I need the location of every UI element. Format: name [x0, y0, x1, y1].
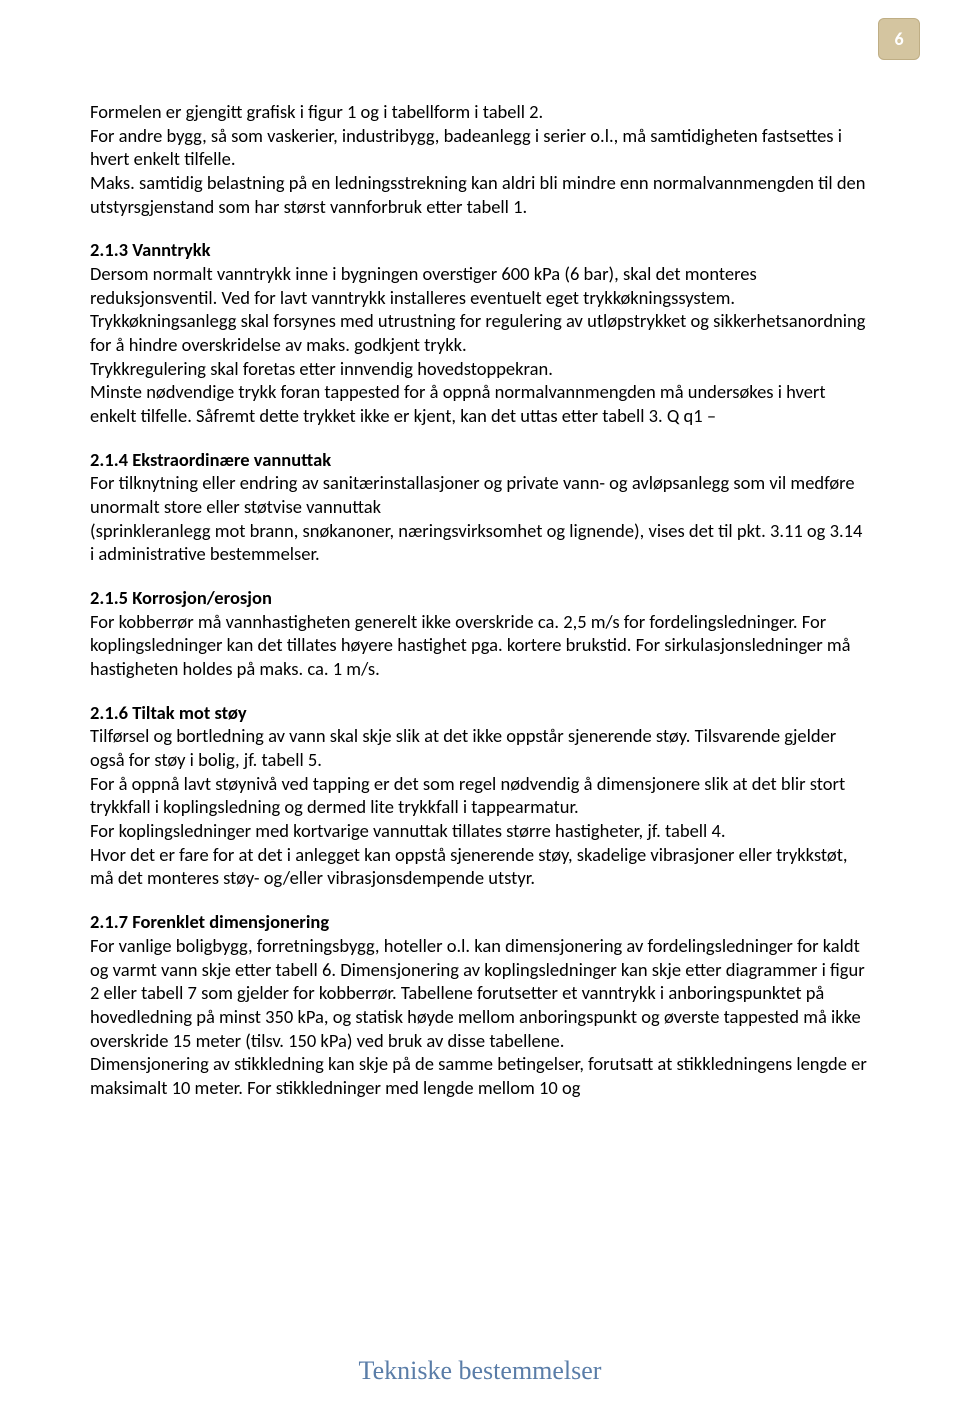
section-213-p2: Trykkregulering skal foretas etter innve…	[90, 357, 870, 381]
heading-213: 2.1.3 Vanntrykk	[90, 238, 870, 262]
section-216-p2: For å oppnå lavt støynivå ved tapping er…	[90, 772, 870, 819]
section-216-p4: Hvor det er fare for at det i anlegget k…	[90, 843, 870, 890]
page-number-badge: 6	[878, 18, 920, 60]
intro-line-3: Maks. samtidig belastning på en lednings…	[90, 171, 870, 218]
intro-line-1: Formelen er gjengitt grafisk i figur 1 o…	[90, 100, 870, 124]
section-217: 2.1.7 Forenklet dimensjonering For vanli…	[90, 910, 870, 1099]
heading-216: 2.1.6 Tiltak mot støy	[90, 701, 870, 725]
section-214-p2: (sprinkleranlegg mot brann, snøkanoner, …	[90, 519, 870, 566]
section-213-p1: Dersom normalt vanntrykk inne i bygninge…	[90, 262, 870, 357]
section-214: 2.1.4 Ekstraordinære vannuttak For tilkn…	[90, 448, 870, 566]
page-footer: Tekniske bestemmelser	[0, 1356, 960, 1386]
section-213-p3: Minste nødvendige trykk foran tappested …	[90, 380, 870, 427]
document-body: Formelen er gjengitt grafisk i figur 1 o…	[0, 0, 960, 1160]
section-217-p1: For vanlige boligbygg, forretningsbygg, …	[90, 934, 870, 1052]
intro-line-2: For andre bygg, så som vaskerier, indust…	[90, 124, 870, 171]
section-216-p1: Tilførsel og bortledning av vann skal sk…	[90, 724, 870, 771]
page-number: 6	[894, 28, 903, 50]
section-214-p1: For tilknytning eller endring av sanitær…	[90, 471, 870, 518]
section-213: 2.1.3 Vanntrykk Dersom normalt vanntrykk…	[90, 238, 870, 427]
section-215-p1: For kobberrør må vannhastigheten generel…	[90, 610, 870, 681]
section-215: 2.1.5 Korrosjon/erosjon For kobberrør må…	[90, 586, 870, 681]
section-216-p3: For koplingsledninger med kortvarige van…	[90, 819, 870, 843]
intro-block: Formelen er gjengitt grafisk i figur 1 o…	[90, 100, 870, 218]
section-217-p2: Dimensjonering av stikkledning kan skje …	[90, 1052, 870, 1099]
heading-215: 2.1.5 Korrosjon/erosjon	[90, 586, 870, 610]
heading-217: 2.1.7 Forenklet dimensjonering	[90, 910, 870, 934]
heading-214: 2.1.4 Ekstraordinære vannuttak	[90, 448, 870, 472]
section-216: 2.1.6 Tiltak mot støy Tilførsel og bortl…	[90, 701, 870, 890]
